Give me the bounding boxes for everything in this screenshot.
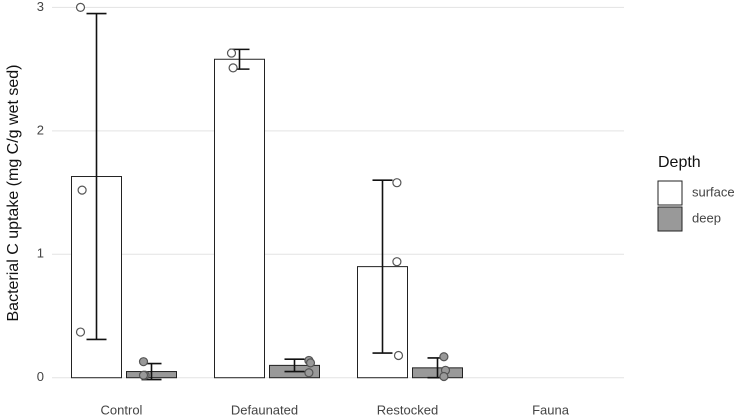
- data-point: [77, 185, 87, 195]
- y-tick-label: 0: [37, 369, 44, 384]
- x-tick-label: Defaunated: [231, 402, 298, 417]
- data-point: [228, 63, 238, 73]
- data-point: [226, 48, 237, 58]
- data-point: [138, 357, 149, 367]
- error-bar: [284, 358, 305, 373]
- y-tick-label: 3: [37, 0, 44, 14]
- y-axis-title: Bacterial C uptake (mg C/g wet sed): [5, 65, 22, 322]
- legend-swatch: [657, 180, 683, 206]
- y-tick-label: 1: [37, 246, 44, 261]
- legend-label: surface: [692, 184, 735, 199]
- bar: [214, 58, 265, 379]
- data-point: [305, 358, 316, 368]
- y-tick-label: 2: [37, 122, 44, 137]
- data-point: [393, 350, 404, 361]
- x-tick-label: Fauna: [532, 402, 570, 417]
- data-point: [392, 257, 402, 267]
- legend-swatch: [657, 206, 683, 232]
- data-point: [439, 352, 449, 362]
- data-point: [75, 327, 86, 337]
- data-point: [439, 371, 449, 382]
- data-point: [138, 370, 149, 380]
- legend-title: Depth: [658, 154, 701, 171]
- legend-label: deep: [692, 210, 721, 225]
- error-bar: [86, 12, 107, 341]
- error-bar: [372, 179, 393, 354]
- data-point: [392, 178, 402, 188]
- x-tick-label: Restocked: [377, 402, 438, 417]
- data-point: [75, 2, 86, 13]
- data-point: [304, 368, 314, 378]
- x-tick-label: Control: [101, 402, 143, 417]
